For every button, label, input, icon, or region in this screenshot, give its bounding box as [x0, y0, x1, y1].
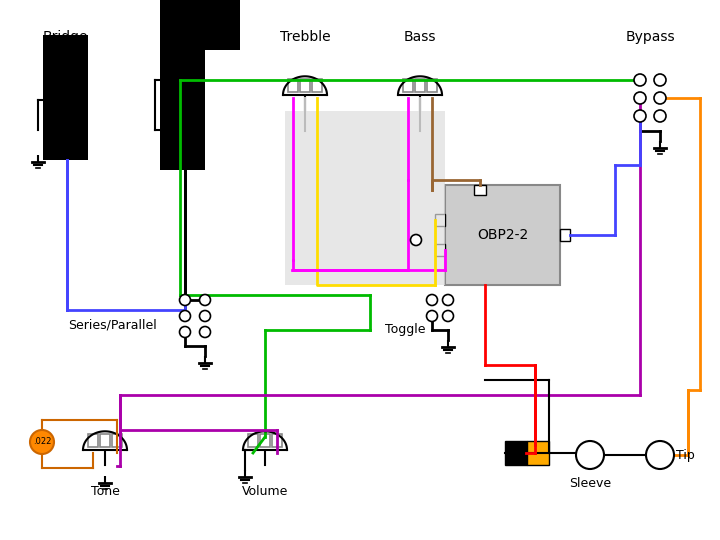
Text: Sleeve: Sleeve: [569, 477, 611, 490]
Bar: [474, 185, 485, 195]
Circle shape: [199, 294, 210, 306]
Bar: [88, 434, 98, 447]
Text: Volume: Volume: [242, 485, 288, 498]
Circle shape: [576, 441, 604, 469]
Text: OBP2-2: OBP2-2: [477, 228, 528, 242]
Circle shape: [199, 327, 210, 338]
Circle shape: [634, 110, 646, 122]
Circle shape: [654, 110, 666, 122]
Text: Bass: Bass: [404, 30, 436, 44]
Text: Neck: Neck: [183, 30, 217, 44]
Circle shape: [426, 294, 438, 306]
Bar: [403, 79, 413, 92]
Text: Bridge: Bridge: [42, 30, 88, 44]
Bar: [160, 40, 205, 170]
Circle shape: [634, 92, 646, 104]
Circle shape: [634, 74, 646, 86]
Bar: [43, 35, 88, 160]
Circle shape: [443, 294, 454, 306]
Text: Bypass: Bypass: [625, 30, 675, 44]
Text: Series/Parallel: Series/Parallel: [68, 319, 157, 332]
Bar: [300, 79, 310, 92]
Circle shape: [30, 430, 54, 454]
Bar: [272, 434, 282, 447]
Bar: [312, 79, 322, 92]
Bar: [435, 214, 445, 226]
Bar: [260, 434, 270, 447]
Circle shape: [179, 310, 191, 321]
Text: Tip: Tip: [676, 449, 695, 462]
Bar: [560, 229, 570, 241]
Circle shape: [443, 310, 454, 321]
Bar: [415, 79, 425, 92]
Bar: [285, 111, 445, 285]
Circle shape: [646, 441, 674, 469]
Text: Trebble: Trebble: [279, 30, 330, 44]
Text: Tone: Tone: [91, 485, 120, 498]
Circle shape: [179, 294, 191, 306]
Circle shape: [179, 327, 191, 338]
Bar: [160, 0, 240, 50]
Text: .022: .022: [33, 437, 51, 447]
Bar: [445, 185, 560, 285]
Circle shape: [654, 74, 666, 86]
Circle shape: [654, 92, 666, 104]
Bar: [435, 244, 445, 256]
Circle shape: [410, 234, 421, 246]
Circle shape: [426, 310, 438, 321]
Circle shape: [199, 310, 210, 321]
Bar: [288, 79, 298, 92]
Bar: [527, 441, 549, 465]
Bar: [100, 434, 110, 447]
Bar: [112, 434, 122, 447]
Bar: [248, 434, 258, 447]
Bar: [505, 441, 527, 465]
Text: Toggle: Toggle: [385, 323, 426, 336]
Bar: [427, 79, 437, 92]
